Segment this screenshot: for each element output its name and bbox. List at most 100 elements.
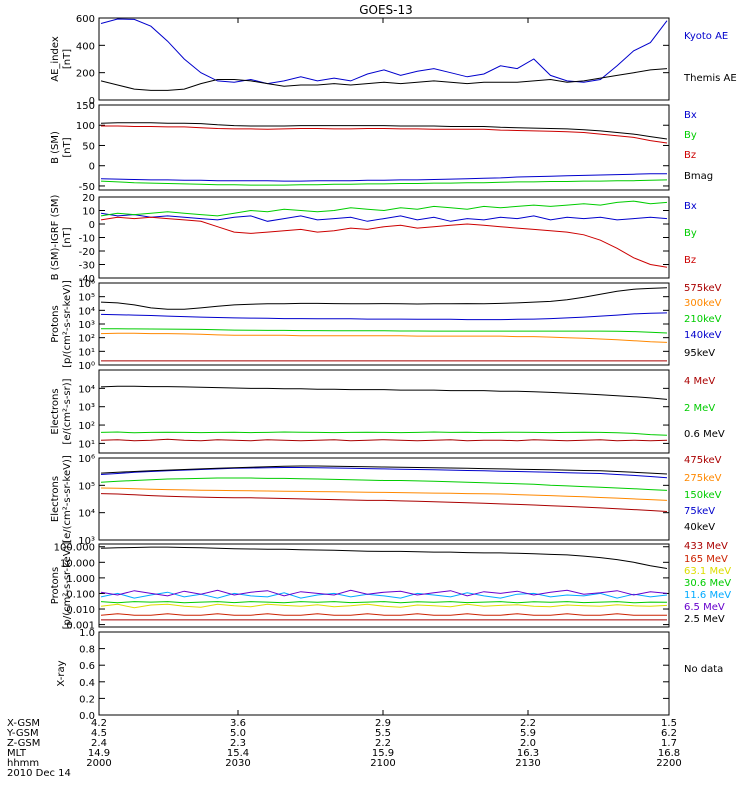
y-tick-label-bsm: 150 [76, 101, 95, 112]
y-tick-label-bigrf: 10 [82, 207, 95, 218]
y-tick-label-protons-high: 0.001 [66, 621, 95, 632]
legend-entry-bsm: Bmag [684, 171, 713, 182]
y-tick-label-electrons-kev: 10³ [78, 536, 95, 547]
legend-entry-protons-low: 95keV [684, 348, 715, 359]
legend-entry-ae: Themis AE [683, 73, 737, 84]
footer-value: 16.3 [517, 748, 539, 759]
legend-entry-protons-high: 165 MeV [684, 554, 728, 565]
y-tick-label-protons-low: 10⁴ [78, 306, 95, 317]
legend-entry-bsm: By [684, 130, 697, 141]
y-tick-label-bsm: 50 [82, 141, 95, 152]
series-line-protons-low-2 [101, 328, 668, 334]
y-axis-label-bsm: B (SM) [50, 131, 61, 164]
footer-row-label: Z-GSM [7, 738, 40, 749]
footer-value: 6.2 [661, 728, 677, 739]
legend-entry-electrons-mev: 0.6 MeV [684, 429, 725, 440]
footer-value: 2130 [515, 758, 540, 769]
y-tick-label-ae: 600 [76, 14, 95, 25]
y-tick-label-xray: 1.0 [79, 628, 95, 639]
y-axis-label-xray: X-ray [56, 660, 67, 686]
y-axis-label-ae: AE_index [50, 36, 61, 82]
y-axis-label-protons-high: [p/(cm²-s-sr-keV)] [62, 542, 73, 630]
y-tick-label-xray: 0.2 [79, 694, 95, 705]
panel-frame-bsm [98, 104, 670, 191]
y-tick-label-protons-low: 10³ [78, 320, 95, 331]
footer-value: 1.7 [661, 738, 677, 749]
y-tick-label-protons-high: 10.000 [60, 558, 95, 569]
y-tick-label-xray: 0.6 [79, 661, 95, 672]
legend-entry-electrons-kev: 275keV [684, 473, 722, 484]
series-line-bigrf-1 [100, 200, 668, 217]
footer-value: 16.8 [658, 748, 680, 759]
series-line-bsm-2 [101, 125, 668, 144]
footer-value: 5.0 [230, 728, 246, 739]
legend-entry-protons-low: 575keV [684, 283, 722, 294]
y-tick-label-protons-low: 10⁵ [78, 293, 95, 304]
y-tick-label-protons-high: 0.010 [66, 605, 95, 616]
legend-entry-electrons-kev: 40keV [684, 522, 715, 533]
series-line-bigrf-0 [100, 212, 668, 222]
y-tick-label-ae: 200 [76, 69, 95, 80]
y-tick-label-electrons-mev: 10¹ [78, 439, 95, 450]
date-label: 2010 Dec 14 [7, 768, 71, 779]
y-tick-label-protons-high: 1.000 [66, 574, 95, 585]
legend-entry-bigrf: Bz [684, 255, 696, 266]
footer-value: 15.4 [227, 748, 249, 759]
legend-entry-protons-high: 433 MeV [684, 541, 728, 552]
footer-row-label: X-GSM [7, 718, 40, 729]
legend-entry-protons-high: 6.5 MeV [684, 602, 725, 613]
y-axis-label-electrons-mev: [e/(cm²-s-sr)] [62, 378, 73, 444]
y-tick-label-xray: 0.0 [79, 711, 95, 722]
footer-value: 3.6 [230, 718, 246, 729]
y-tick-label-bigrf: -40 [79, 274, 95, 285]
y-tick-label-electrons-mev: 10⁴ [78, 384, 95, 395]
panel-frame-protons-low [98, 282, 670, 366]
footer-value: 2.9 [375, 718, 391, 729]
footer-row-label: Y-GSM [6, 728, 39, 739]
y-tick-label-electrons-kev: 10⁶ [78, 454, 95, 465]
y-tick-label-protons-low: 10² [78, 334, 95, 345]
series-line-bsm-3 [100, 122, 668, 140]
legend-entry-ae: Kyoto AE [684, 31, 728, 42]
legend-entry-bsm: Bz [684, 150, 696, 161]
y-tick-label-ae: 400 [76, 41, 95, 52]
y-tick-label-protons-high: 100.000 [54, 543, 95, 554]
footer-value: 5.5 [375, 728, 391, 739]
y-tick-label-ae: 0 [89, 96, 95, 107]
legend-entry-protons-high: 30.6 MeV [684, 578, 731, 589]
series-line-electrons-kev-0 [100, 493, 668, 512]
series-line-electrons-kev-2 [100, 477, 668, 491]
panel-frame-electrons-kev [98, 457, 670, 541]
footer-value: 1.5 [661, 718, 677, 729]
legend-entry-electrons-kev: 75keV [684, 506, 715, 517]
footer-value: 2200 [656, 758, 681, 769]
footer-value: 4.5 [91, 728, 107, 739]
y-tick-label-protons-high: 0.100 [66, 589, 95, 600]
legend-entry-protons-low: 210keV [684, 314, 722, 325]
footer-value: 14.9 [88, 748, 110, 759]
series-line-protons-low-3 [100, 312, 668, 321]
y-axis-label-electrons-kev: Electrons [50, 476, 61, 522]
y-tick-label-electrons-kev: 10⁴ [78, 509, 95, 520]
y-tick-label-bigrf: -30 [79, 261, 95, 272]
y-axis-label-electrons-mev: Electrons [50, 388, 61, 434]
legend-entry-bigrf: By [684, 228, 697, 239]
series-line-bsm-1 [100, 179, 668, 186]
legend-entry-bigrf: Bx [684, 201, 697, 212]
series-line-bigrf-2 [100, 216, 668, 268]
series-line-protons-low-1 [100, 332, 668, 343]
y-tick-label-bigrf: -20 [79, 247, 95, 258]
footer-row-label: MLT [7, 748, 27, 759]
y-tick-label-electrons-kev: 10⁵ [78, 481, 95, 492]
footer-value: 5.9 [520, 728, 536, 739]
legend-entry-electrons-mev: 2 MeV [684, 403, 715, 414]
no-data-note: No data [684, 664, 723, 675]
footer-value: 2.0 [520, 738, 536, 749]
panel-frame-bigrf [98, 196, 670, 279]
y-axis-label-protons-high: Protons [50, 567, 61, 604]
y-tick-label-bigrf: -10 [79, 234, 95, 245]
y-tick-label-bsm: 100 [76, 121, 95, 132]
footer-value: 4.2 [91, 718, 107, 729]
series-line-protons-high-6 [100, 546, 668, 569]
